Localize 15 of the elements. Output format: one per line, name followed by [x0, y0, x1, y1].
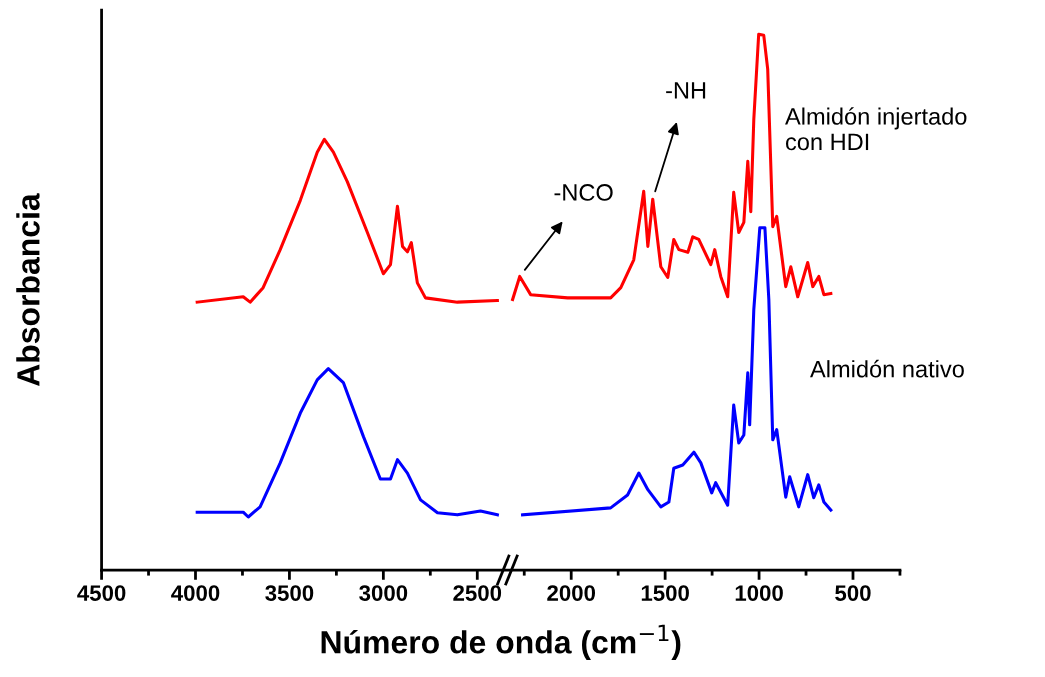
- x-tick-label: 3500: [265, 585, 314, 601]
- series-label: Almidón nativo: [810, 359, 964, 378]
- x-tick-label: 500: [835, 585, 871, 601]
- x-tick-label: 4500: [77, 585, 126, 601]
- y-axis-title: Absorbancia: [16, 193, 40, 387]
- x-tick-label: 3000: [359, 585, 408, 601]
- annotation: -NH: [666, 82, 706, 99]
- x-axis-title: Número de onda (cm$^{−1}$): [321, 624, 681, 660]
- x-tick-label: 1500: [641, 585, 689, 601]
- x-tick-label: 1000: [735, 585, 783, 601]
- x-tick-label: 2500: [453, 585, 502, 601]
- annotation: -NCO: [554, 184, 613, 201]
- x-tick-label: 2000: [547, 585, 596, 601]
- series-label: Almidón injertado con HDI: [785, 107, 967, 151]
- x-tick-label: 4000: [171, 585, 220, 601]
